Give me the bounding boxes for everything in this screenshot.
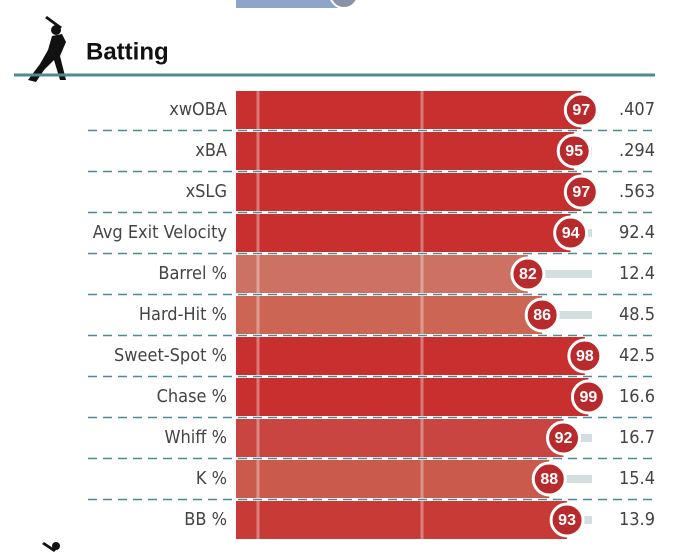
metric-label: Chase %: [157, 386, 227, 407]
bar: [236, 460, 550, 498]
percentile-label: 86: [533, 307, 551, 324]
previous-bar: [236, 0, 344, 8]
percentile-marker: [570, 379, 606, 415]
percentile-marker: [563, 174, 599, 210]
stat-value: 42.5: [619, 345, 655, 366]
percentile-label: 97: [572, 102, 590, 119]
percentile-label: 82: [519, 266, 537, 283]
batter-icon: [28, 16, 66, 82]
bar: [236, 173, 582, 211]
percentile-marker: [549, 502, 585, 538]
metric-label: Hard-Hit %: [139, 304, 227, 325]
bar: [236, 91, 582, 129]
percentile-label: 95: [565, 143, 583, 160]
percentile-label: 94: [562, 225, 580, 242]
bar: [236, 419, 564, 457]
stat-value: .294: [619, 140, 655, 161]
bar: [236, 296, 543, 334]
metric-label: Sweet-Spot %: [114, 345, 227, 366]
previous-marker: [330, 0, 358, 9]
metric-label: xwOBA: [169, 99, 227, 120]
metric-label: Whiff %: [165, 427, 227, 448]
bar: [236, 214, 571, 252]
metric-label: K %: [196, 468, 227, 489]
stat-value: 15.4: [619, 468, 655, 489]
stat-value: 12.4: [619, 263, 655, 284]
percentile-marker: [510, 256, 546, 292]
percentile-label: 93: [558, 512, 576, 529]
percentile-label: 88: [540, 471, 558, 488]
metric-label: BB %: [184, 509, 227, 530]
percentile-marker: [553, 215, 589, 251]
percentile-marker: [524, 297, 560, 333]
metric-label: xSLG: [186, 181, 227, 202]
bar: [236, 255, 528, 293]
stat-value: 16.7: [619, 427, 655, 448]
bar: [236, 337, 585, 375]
bar: [236, 132, 575, 170]
metric-label: Avg Exit Velocity: [93, 222, 228, 243]
metric-label: Barrel %: [158, 263, 227, 284]
percentile-label: 92: [555, 430, 573, 447]
bar: [236, 378, 589, 416]
section-title: Batting: [86, 38, 169, 65]
stat-value: 48.5: [619, 304, 655, 325]
metric-label: xBA: [195, 140, 227, 161]
stat-value: .563: [619, 181, 655, 202]
stat-value: 16.6: [619, 386, 655, 407]
bar: [236, 501, 568, 539]
percentile-marker: [531, 461, 567, 497]
stat-value: .407: [619, 99, 655, 120]
stat-value: 92.4: [619, 222, 655, 243]
percentile-marker: [563, 92, 599, 128]
stat-value: 13.9: [619, 509, 655, 530]
percentile-label: 97: [572, 184, 590, 201]
percentile-marker: [556, 133, 592, 169]
percentile-marker: [546, 420, 582, 456]
percentile-label: 99: [580, 389, 598, 406]
percentile-marker: [567, 338, 603, 374]
percentile-label: 98: [576, 348, 594, 365]
batter-icon-next: [42, 542, 60, 552]
